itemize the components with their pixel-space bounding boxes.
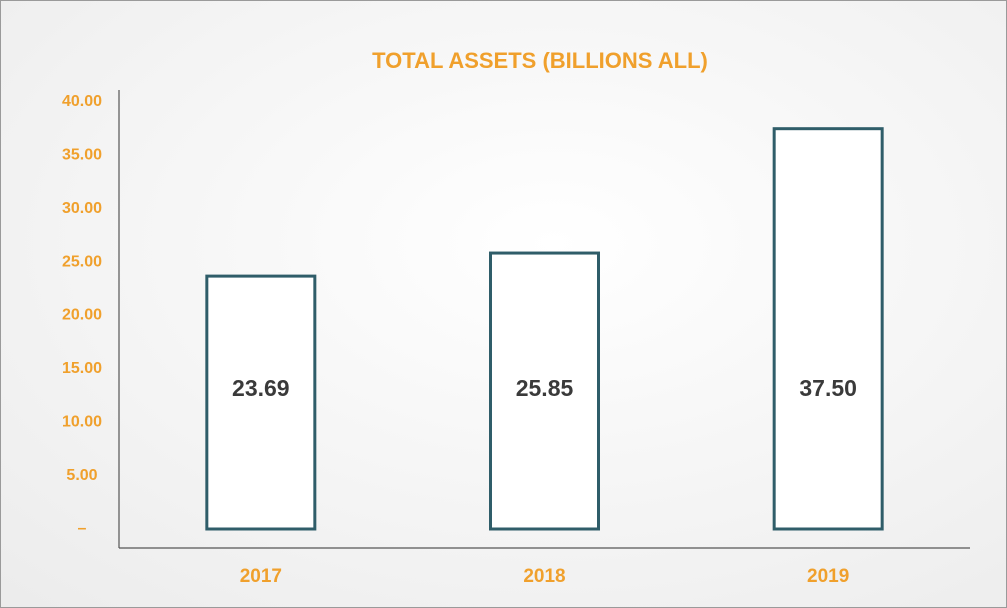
x-tick-label: 2018 — [523, 566, 565, 587]
y-tick-label: 20.00 — [62, 307, 102, 324]
y-tick-label: – — [78, 520, 87, 537]
y-tick-label: 10.00 — [62, 413, 102, 430]
bar — [772, 127, 884, 531]
y-tick-label: 15.00 — [62, 360, 102, 377]
x-tick-label: 2019 — [807, 566, 849, 587]
y-tick-label: 40.00 — [62, 93, 102, 110]
chart-title: TOTAL ASSETS (BILLIONS ALL) — [372, 48, 708, 73]
y-tick-label: 25.00 — [62, 253, 102, 270]
value-label: 23.69 — [232, 375, 290, 401]
bar — [489, 251, 600, 531]
value-label: 37.50 — [799, 375, 857, 401]
value-label: 25.85 — [516, 375, 574, 401]
bar — [205, 274, 317, 531]
x-tick-label: 2017 — [240, 566, 282, 587]
y-tick-label: 30.00 — [62, 200, 102, 217]
y-tick-label: 35.00 — [62, 147, 102, 164]
y-tick-label: 5.00 — [66, 467, 97, 484]
